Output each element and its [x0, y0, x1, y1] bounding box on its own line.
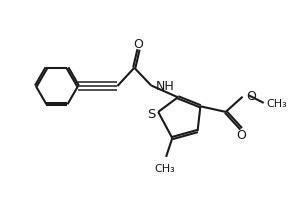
- Text: S: S: [147, 107, 155, 120]
- Text: CH₃: CH₃: [267, 98, 287, 108]
- Text: O: O: [246, 89, 256, 102]
- Text: O: O: [236, 129, 246, 142]
- Text: NH: NH: [156, 80, 175, 93]
- Text: O: O: [134, 38, 143, 51]
- Text: CH₃: CH₃: [154, 163, 175, 173]
